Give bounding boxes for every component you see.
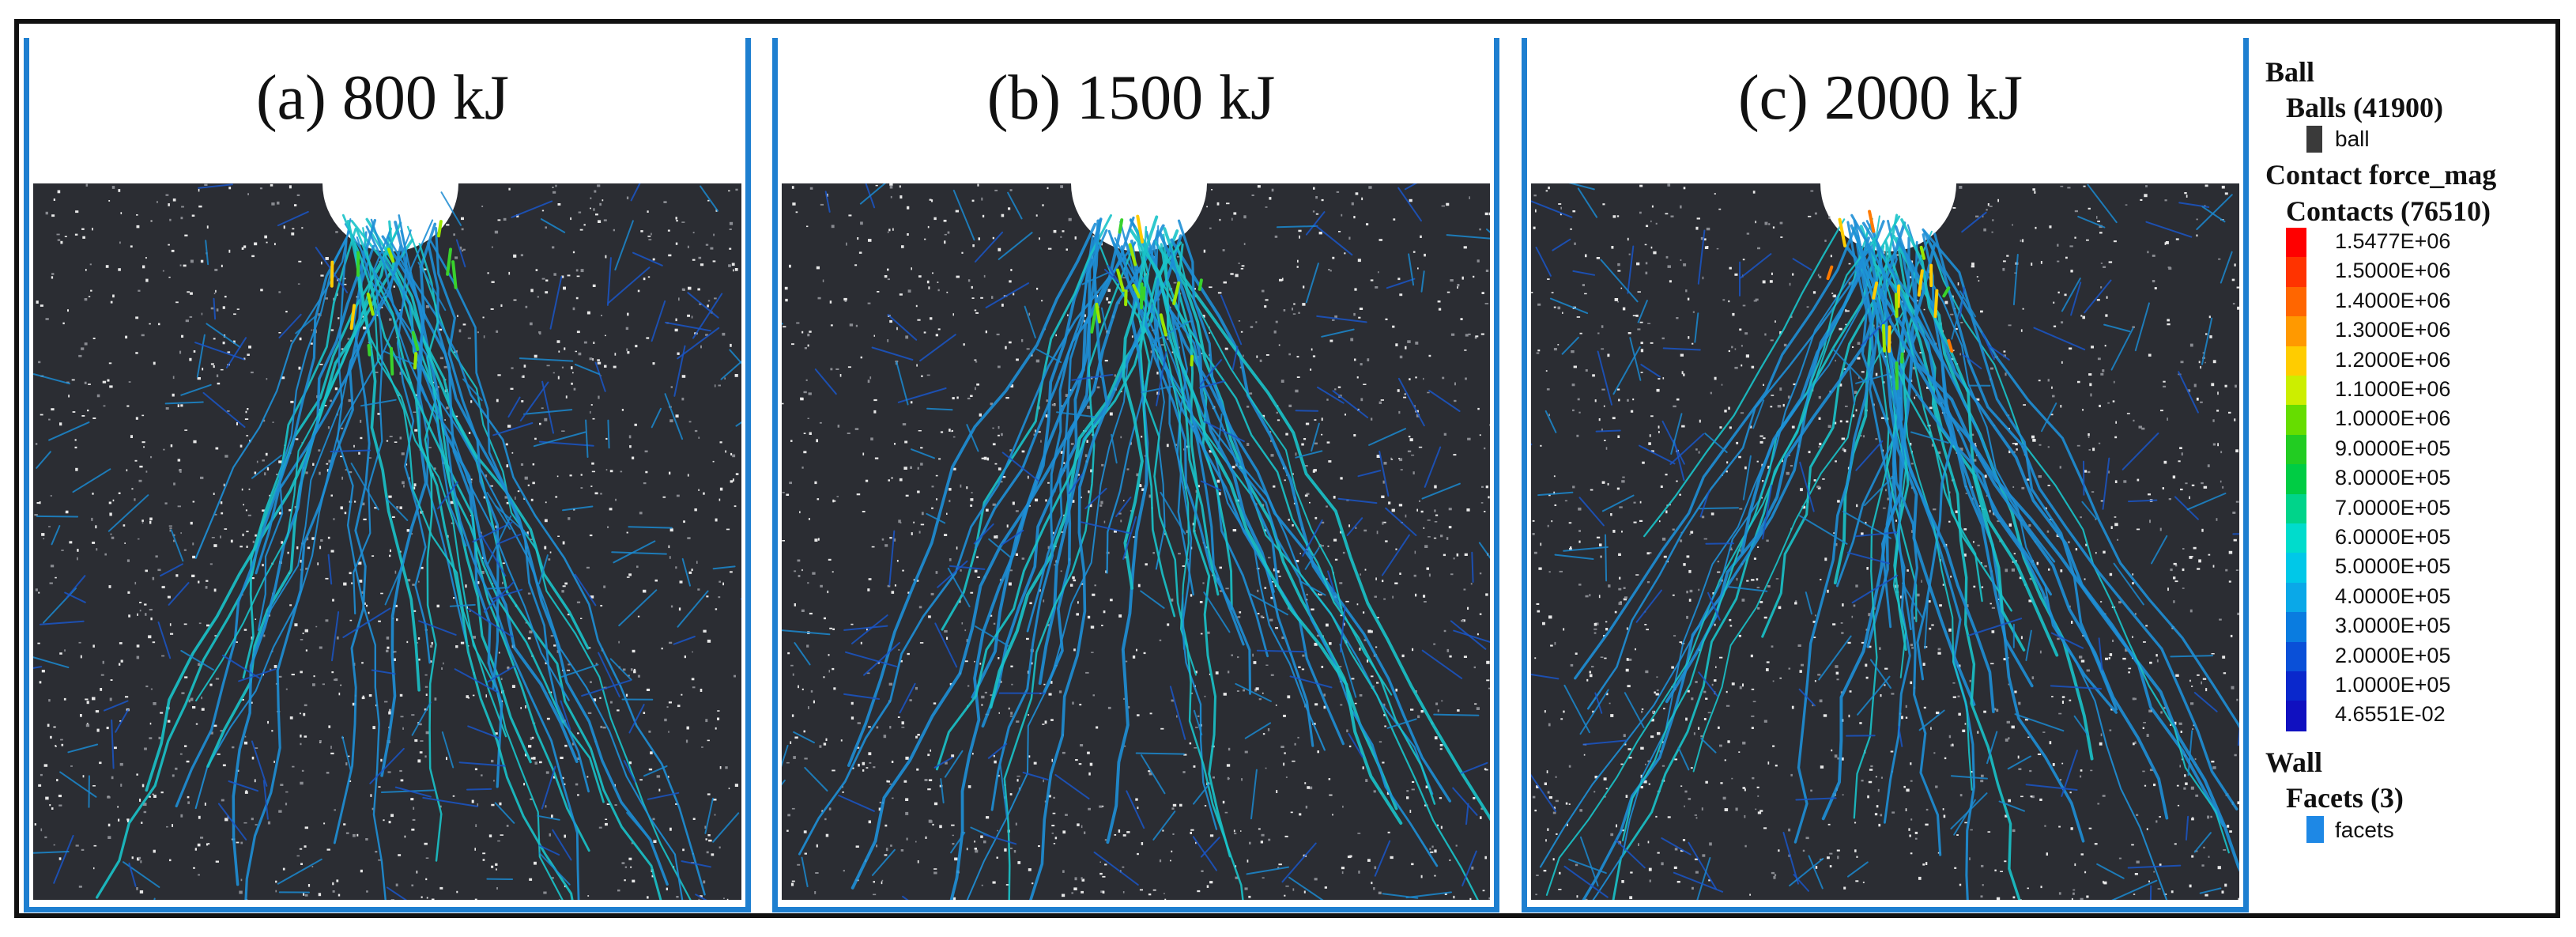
colorbar-swatch [2286,553,2306,584]
colorbar: 1.5477E+06 1.5000E+06 1.4000E+06 1.3000E+06… [2265,228,2550,742]
colorbar-swatch [2286,376,2306,406]
colorbar-swatch [2286,286,2306,318]
colorbar-swatch [2286,582,2306,614]
colorbar-label: 6.0000E+05 [2335,525,2451,549]
bottom-wall [772,907,1499,912]
colorbar-swatch [2286,701,2306,731]
colorbar-swatch [2286,671,2306,702]
panel-title: (a) 800 kJ [256,63,509,133]
right-wall [2243,38,2249,912]
particle-simulation-view [33,183,741,900]
colorbar-swatch [2286,405,2306,436]
legend: Ball Balls (41900) ball Contact force_ma… [2265,47,2550,862]
contact-force-chains [33,183,741,900]
colorbar-label: 1.5000E+06 [2335,259,2451,283]
colorbar-swatch [2286,523,2306,554]
colorbar-label: 2.0000E+05 [2335,643,2451,667]
colorbar-label: 1.0000E+06 [2335,406,2451,431]
colorbar-label: 9.0000E+05 [2335,436,2451,460]
colorbar-swatch [2286,493,2306,524]
legend-ball-item: ball [2335,127,2370,151]
panel-a: (a) 800 kJ [24,19,751,913]
colorbar-swatch [2286,641,2306,672]
bottom-wall [24,907,751,912]
panel-b: (b) 1500 kJ [772,19,1499,913]
left-wall [24,38,29,912]
particle-simulation-view [1531,183,2239,900]
colorbar-label: 3.0000E+05 [2335,614,2451,638]
legend-ball-heading: Ball [2265,56,2315,88]
colorbar-swatch [2286,257,2306,288]
colorbar-swatch [2286,464,2306,495]
legend-contact-heading: Contact force_mag [2265,159,2497,191]
colorbar-swatch [2286,612,2306,643]
colorbar-label: 1.2000E+06 [2335,347,2451,372]
bottom-wall [1522,907,2249,912]
colorbar-swatch [2286,316,2306,347]
panel-title: (c) 2000 kJ [1738,63,2023,133]
left-wall [772,38,778,912]
colorbar-swatch [2286,228,2306,259]
panel-title: (b) 1500 kJ [986,63,1276,133]
right-wall [1494,38,1499,912]
legend-contacts-group: Contacts (76510) [2286,195,2491,227]
panel-c: (c) 2000 kJ [1522,19,2249,913]
legend-facets-group: Facets (3) [2286,782,2404,814]
contact-force-chains [1531,183,2239,900]
colorbar-label: 1.3000E+06 [2335,318,2451,342]
particle-simulation-view [782,183,1490,900]
colorbar-label: 5.0000E+05 [2335,554,2451,579]
right-wall [745,38,751,912]
ball-swatch [2306,126,2322,153]
colorbar-label: 1.0000E+05 [2335,673,2451,697]
colorbar-label: 4.0000E+05 [2335,584,2451,608]
contact-force-chains [782,183,1490,900]
left-wall [1522,38,1527,912]
facets-swatch [2306,816,2324,843]
legend-wall-heading: Wall [2265,746,2323,778]
colorbar-swatch [2286,346,2306,376]
colorbar-label: 1.5477E+06 [2335,229,2451,253]
legend-balls-group: Balls (41900) [2286,92,2444,123]
colorbar-label: 4.6551E-02 [2335,702,2446,727]
colorbar-swatch [2286,434,2306,466]
colorbar-label: 7.0000E+05 [2335,495,2451,520]
colorbar-label: 8.0000E+05 [2335,466,2451,490]
colorbar-label: 1.1000E+06 [2335,377,2451,401]
colorbar-label: 1.4000E+06 [2335,288,2451,312]
legend-facets-item: facets [2335,818,2394,842]
